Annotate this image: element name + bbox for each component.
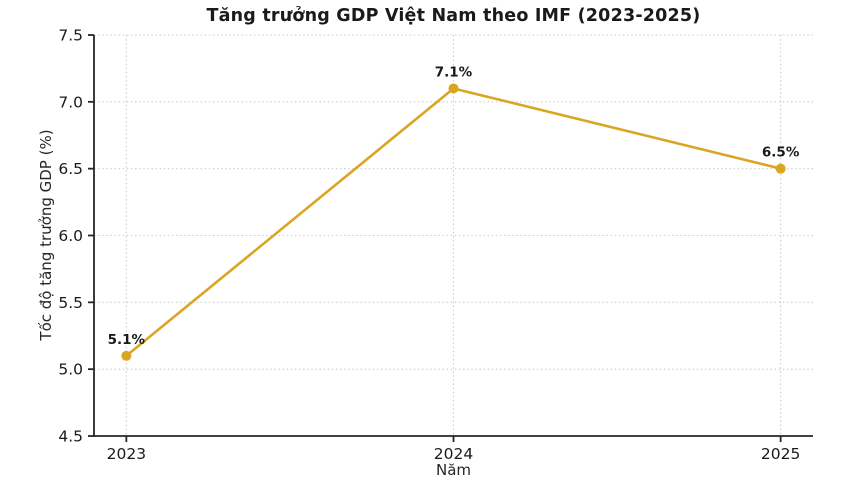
y-tick-label: 6.5 (58, 160, 83, 178)
point-label: 6.5% (762, 145, 800, 161)
x-tick-label: 2025 (761, 445, 800, 463)
y-tick-label: 4.5 (58, 428, 83, 446)
y-tick-label: 5.5 (58, 294, 83, 312)
y-tick-label: 7.5 (58, 27, 83, 45)
data-point (121, 350, 132, 361)
point-label: 7.1% (435, 64, 473, 80)
x-tick-label: 2024 (434, 445, 473, 463)
chart-title: Tăng trưởng GDP Việt Nam theo IMF (2023-… (206, 6, 701, 26)
data-line (125, 87, 782, 358)
y-tick-label: 6.0 (58, 227, 83, 245)
data-point (775, 163, 786, 174)
data-point (448, 83, 459, 94)
x-axis-label: Năm (435, 461, 472, 479)
x-tick-label: 2023 (107, 445, 146, 463)
point-label: 5.1% (108, 332, 146, 348)
y-tick-label: 5.0 (58, 361, 83, 379)
y-tick-label: 7.0 (58, 93, 83, 111)
